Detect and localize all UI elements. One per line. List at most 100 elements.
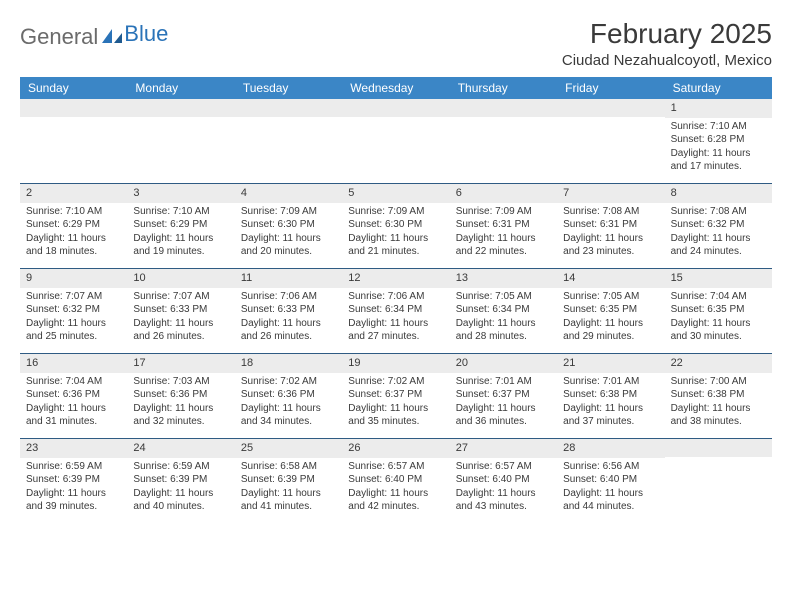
logo-sail-icon <box>102 29 124 45</box>
logo-text-gray: General <box>20 24 98 50</box>
sunrise-line: Sunrise: 6:59 AM <box>133 460 228 474</box>
calendar-day-cell: 4Sunrise: 7:09 AMSunset: 6:30 PMDaylight… <box>235 184 342 268</box>
sunrise-line: Sunrise: 7:00 AM <box>671 375 766 389</box>
day-number: 7 <box>557 184 664 203</box>
day-number <box>557 99 664 117</box>
calendar-body: 1Sunrise: 7:10 AMSunset: 6:28 PMDaylight… <box>20 99 772 523</box>
page-title: February 2025 <box>562 18 772 50</box>
sunset-line: Sunset: 6:34 PM <box>348 303 443 317</box>
sunset-line: Sunset: 6:40 PM <box>563 473 658 487</box>
sunrise-line: Sunrise: 7:01 AM <box>563 375 658 389</box>
day-number <box>665 439 772 457</box>
sunset-line: Sunset: 6:29 PM <box>133 218 228 232</box>
calendar-day-cell: 14Sunrise: 7:05 AMSunset: 6:35 PMDayligh… <box>557 269 664 353</box>
calendar-day-cell: 27Sunrise: 6:57 AMSunset: 6:40 PMDayligh… <box>450 439 557 523</box>
sunset-line: Sunset: 6:33 PM <box>133 303 228 317</box>
calendar-day-cell: 7Sunrise: 7:08 AMSunset: 6:31 PMDaylight… <box>557 184 664 268</box>
calendar-week-row: 2Sunrise: 7:10 AMSunset: 6:29 PMDaylight… <box>20 184 772 269</box>
calendar-day-cell: 21Sunrise: 7:01 AMSunset: 6:38 PMDayligh… <box>557 354 664 438</box>
sunrise-line: Sunrise: 7:06 AM <box>348 290 443 304</box>
calendar-day-cell <box>20 99 127 183</box>
calendar-week-row: 1Sunrise: 7:10 AMSunset: 6:28 PMDaylight… <box>20 99 772 184</box>
dow-cell: Tuesday <box>235 77 342 99</box>
sunrise-line: Sunrise: 7:02 AM <box>241 375 336 389</box>
daylight-line: Daylight: 11 hours and 22 minutes. <box>456 232 551 259</box>
dow-cell: Friday <box>557 77 664 99</box>
calendar-day-cell: 18Sunrise: 7:02 AMSunset: 6:36 PMDayligh… <box>235 354 342 438</box>
calendar-week-row: 9Sunrise: 7:07 AMSunset: 6:32 PMDaylight… <box>20 269 772 354</box>
sunrise-line: Sunrise: 7:06 AM <box>241 290 336 304</box>
calendar-day-cell <box>665 439 772 523</box>
calendar-day-cell: 22Sunrise: 7:00 AMSunset: 6:38 PMDayligh… <box>665 354 772 438</box>
sunset-line: Sunset: 6:31 PM <box>456 218 551 232</box>
day-number: 12 <box>342 269 449 288</box>
day-number: 1 <box>665 99 772 118</box>
dow-cell: Saturday <box>665 77 772 99</box>
sunset-line: Sunset: 6:30 PM <box>241 218 336 232</box>
calendar-day-cell <box>342 99 449 183</box>
daylight-line: Daylight: 11 hours and 36 minutes. <box>456 402 551 429</box>
day-number <box>20 99 127 117</box>
calendar-day-cell: 28Sunrise: 6:56 AMSunset: 6:40 PMDayligh… <box>557 439 664 523</box>
sunset-line: Sunset: 6:32 PM <box>671 218 766 232</box>
sunrise-line: Sunrise: 7:05 AM <box>456 290 551 304</box>
calendar-day-cell: 13Sunrise: 7:05 AMSunset: 6:34 PMDayligh… <box>450 269 557 353</box>
day-number: 6 <box>450 184 557 203</box>
daylight-line: Daylight: 11 hours and 31 minutes. <box>26 402 121 429</box>
day-number: 19 <box>342 354 449 373</box>
sunset-line: Sunset: 6:37 PM <box>348 388 443 402</box>
day-number: 9 <box>20 269 127 288</box>
calendar-day-cell: 6Sunrise: 7:09 AMSunset: 6:31 PMDaylight… <box>450 184 557 268</box>
day-number: 10 <box>127 269 234 288</box>
calendar-day-cell: 19Sunrise: 7:02 AMSunset: 6:37 PMDayligh… <box>342 354 449 438</box>
sunset-line: Sunset: 6:37 PM <box>456 388 551 402</box>
sunset-line: Sunset: 6:38 PM <box>671 388 766 402</box>
day-number: 4 <box>235 184 342 203</box>
daylight-line: Daylight: 11 hours and 29 minutes. <box>563 317 658 344</box>
sunrise-line: Sunrise: 6:57 AM <box>456 460 551 474</box>
day-number: 22 <box>665 354 772 373</box>
day-number: 25 <box>235 439 342 458</box>
daylight-line: Daylight: 11 hours and 24 minutes. <box>671 232 766 259</box>
sunrise-line: Sunrise: 7:09 AM <box>241 205 336 219</box>
day-number: 18 <box>235 354 342 373</box>
sunrise-line: Sunrise: 7:07 AM <box>26 290 121 304</box>
dow-cell: Wednesday <box>342 77 449 99</box>
daylight-line: Daylight: 11 hours and 25 minutes. <box>26 317 121 344</box>
daylight-line: Daylight: 11 hours and 17 minutes. <box>671 147 766 174</box>
daylight-line: Daylight: 11 hours and 27 minutes. <box>348 317 443 344</box>
sunrise-line: Sunrise: 7:07 AM <box>133 290 228 304</box>
sunset-line: Sunset: 6:39 PM <box>241 473 336 487</box>
daylight-line: Daylight: 11 hours and 32 minutes. <box>133 402 228 429</box>
calendar-day-cell <box>235 99 342 183</box>
calendar-day-cell: 16Sunrise: 7:04 AMSunset: 6:36 PMDayligh… <box>20 354 127 438</box>
day-number: 8 <box>665 184 772 203</box>
calendar: SundayMondayTuesdayWednesdayThursdayFrid… <box>20 77 772 523</box>
daylight-line: Daylight: 11 hours and 34 minutes. <box>241 402 336 429</box>
sunset-line: Sunset: 6:38 PM <box>563 388 658 402</box>
sunrise-line: Sunrise: 7:01 AM <box>456 375 551 389</box>
sunrise-line: Sunrise: 7:08 AM <box>671 205 766 219</box>
sunrise-line: Sunrise: 7:08 AM <box>563 205 658 219</box>
sunrise-line: Sunrise: 6:57 AM <box>348 460 443 474</box>
location-subtitle: Ciudad Nezahualcoyotl, Mexico <box>562 52 772 69</box>
sunrise-line: Sunrise: 7:09 AM <box>348 205 443 219</box>
day-number: 26 <box>342 439 449 458</box>
calendar-day-cell: 23Sunrise: 6:59 AMSunset: 6:39 PMDayligh… <box>20 439 127 523</box>
daylight-line: Daylight: 11 hours and 39 minutes. <box>26 487 121 514</box>
sunset-line: Sunset: 6:40 PM <box>348 473 443 487</box>
sunrise-line: Sunrise: 7:04 AM <box>26 375 121 389</box>
calendar-day-cell <box>557 99 664 183</box>
sunset-line: Sunset: 6:35 PM <box>671 303 766 317</box>
calendar-day-cell: 5Sunrise: 7:09 AMSunset: 6:30 PMDaylight… <box>342 184 449 268</box>
calendar-day-cell: 8 Sunrise: 7:08 AMSunset: 6:32 PMDaylight… <box>665 184 772 268</box>
sunrise-line: Sunrise: 6:56 AM <box>563 460 658 474</box>
daylight-line: Daylight: 11 hours and 43 minutes. <box>456 487 551 514</box>
calendar-day-cell: 24Sunrise: 6:59 AMSunset: 6:39 PMDayligh… <box>127 439 234 523</box>
calendar-day-cell: 17Sunrise: 7:03 AMSunset: 6:36 PMDayligh… <box>127 354 234 438</box>
sunset-line: Sunset: 6:36 PM <box>133 388 228 402</box>
calendar-day-cell: 3Sunrise: 7:10 AMSunset: 6:29 PMDaylight… <box>127 184 234 268</box>
day-number: 11 <box>235 269 342 288</box>
daylight-line: Daylight: 11 hours and 35 minutes. <box>348 402 443 429</box>
logo: General Blue <box>20 18 168 50</box>
